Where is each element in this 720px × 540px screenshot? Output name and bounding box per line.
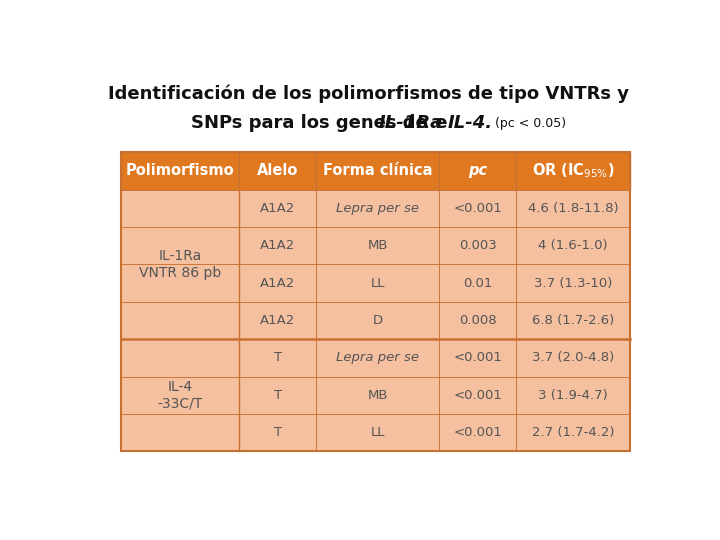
Bar [316,227,439,265]
Text: OR (IC$_{95\%}$): OR (IC$_{95\%}$) [532,161,614,180]
Text: 2.7 (1.7-4.2): 2.7 (1.7-4.2) [532,426,614,439]
Bar [239,377,316,414]
Bar [316,414,439,451]
Text: 3 (1.9-4.7): 3 (1.9-4.7) [539,389,608,402]
Bar [516,339,630,377]
Text: A1A2: A1A2 [260,314,295,327]
Text: LL: LL [370,426,385,439]
Bar [239,190,316,227]
Text: A1A2: A1A2 [260,276,295,289]
Text: -33C/T: -33C/T [157,396,202,410]
Text: e: e [429,114,454,132]
Bar [439,265,516,302]
Text: T: T [274,352,282,365]
Text: SNPs para los genes de: SNPs para los genes de [191,114,433,132]
Text: MB: MB [367,389,388,402]
Bar [121,339,239,377]
Bar [439,377,516,414]
Bar [316,302,439,339]
Text: T: T [274,389,282,402]
Bar [121,302,239,339]
Bar [516,227,630,265]
Bar [439,414,516,451]
Text: <0.001: <0.001 [453,426,502,439]
Bar [316,152,439,190]
Bar [121,152,630,451]
Bar [516,265,630,302]
Text: VNTR 86 pb: VNTR 86 pb [139,266,221,280]
Bar [121,377,239,414]
Bar [316,339,439,377]
Text: A1A2: A1A2 [260,239,295,252]
Bar [239,302,316,339]
Bar [121,152,239,190]
Bar [316,190,439,227]
Text: Alelo: Alelo [257,163,298,178]
Text: <0.001: <0.001 [453,352,502,365]
Text: <0.001: <0.001 [453,202,502,215]
Bar [439,227,516,265]
Bar [516,377,630,414]
Bar [439,302,516,339]
Bar [121,265,239,302]
Text: 0.01: 0.01 [463,276,492,289]
Bar [439,339,516,377]
Text: IL-1Ra: IL-1Ra [158,249,202,263]
Text: IL-4: IL-4 [167,380,192,394]
Text: 3.7 (2.0-4.8): 3.7 (2.0-4.8) [532,352,614,365]
Bar [121,414,239,451]
Bar [516,190,630,227]
Text: IL-1Ra: IL-1Ra [379,114,444,132]
Text: <0.001: <0.001 [453,389,502,402]
Text: 6.8 (1.7-2.6): 6.8 (1.7-2.6) [532,314,614,327]
Text: Lepra per se: Lepra per se [336,202,419,215]
Bar [316,377,439,414]
Text: Polimorfismo: Polimorfismo [125,163,234,178]
Text: pc: pc [468,163,487,178]
Bar [239,339,316,377]
Text: (pc < 0.05): (pc < 0.05) [483,117,566,130]
Text: 3.7 (1.3-10): 3.7 (1.3-10) [534,276,612,289]
Bar [516,152,630,190]
Text: 0.003: 0.003 [459,239,497,252]
Text: 4.6 (1.8-11.8): 4.6 (1.8-11.8) [528,202,618,215]
Bar [239,152,316,190]
Text: A1A2: A1A2 [260,202,295,215]
Text: D: D [372,314,383,327]
Text: MB: MB [367,239,388,252]
Bar [239,414,316,451]
Bar [239,265,316,302]
Bar [516,302,630,339]
Text: 0.008: 0.008 [459,314,497,327]
Bar [316,265,439,302]
Text: Forma clínica: Forma clínica [323,163,433,178]
Text: Lepra per se: Lepra per se [336,352,419,365]
Bar [439,190,516,227]
Bar [121,227,239,265]
Text: T: T [274,426,282,439]
Bar [239,227,316,265]
Text: 4 (1.6-1.0): 4 (1.6-1.0) [539,239,608,252]
Bar [121,190,239,227]
Text: Identificación de los polimorfismos de tipo VNTRs y: Identificación de los polimorfismos de t… [109,85,629,103]
Bar [439,152,516,190]
Text: LL: LL [370,276,385,289]
Text: IL-4.: IL-4. [448,114,493,132]
Bar [516,414,630,451]
